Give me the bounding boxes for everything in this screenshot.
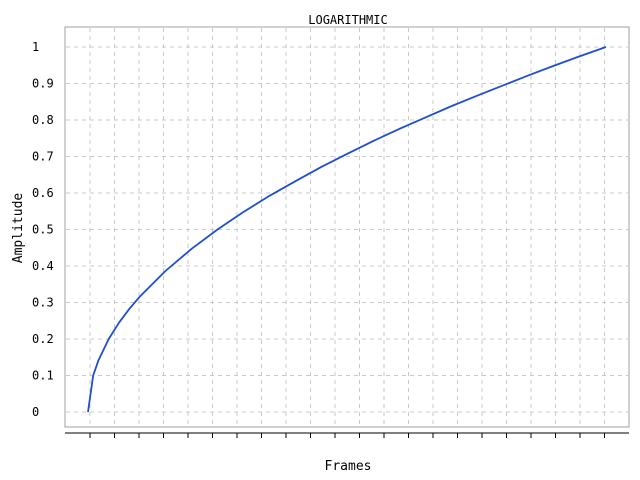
y-tick-label: 0.1 [32, 369, 54, 383]
plot-frame [64, 26, 630, 428]
y-tick-labels: 0 0.1 0.2 0.3 0.4 0.5 0.6 0.7 0.8 0.9 1 [32, 40, 54, 419]
y-tick-label: 0.4 [32, 259, 54, 273]
x-axis-label: Frames [325, 459, 372, 474]
y-gridlines [66, 46, 628, 413]
series-line [87, 46, 607, 413]
x-gridlines [89, 28, 605, 426]
y-tick-label: 0.8 [32, 113, 54, 127]
y-tick-label: 0.5 [32, 223, 54, 237]
y-tick-label: 0.2 [32, 332, 54, 346]
y-tick-label: 0.7 [32, 150, 54, 164]
y-tick-label: 1 [32, 40, 39, 54]
y-tick-label: 0.3 [32, 296, 54, 310]
series-layer [87, 46, 607, 413]
y-axis-label: Amplitude [11, 193, 26, 264]
chart-title: LOGARITHMIC [308, 13, 387, 27]
y-tick-label: 0.9 [32, 77, 54, 91]
y-tick-label: 0 [32, 405, 39, 419]
x-tick-marks [89, 433, 605, 438]
y-tick-label: 0.6 [32, 186, 54, 200]
